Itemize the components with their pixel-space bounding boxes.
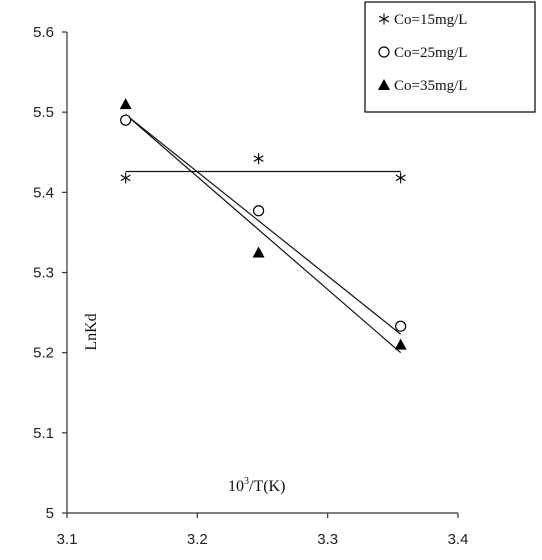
legend-marker-2 bbox=[378, 46, 390, 58]
y-tick-label: 5.5 bbox=[33, 104, 54, 121]
data-point-series-1 bbox=[253, 153, 264, 165]
x-tick-label: 3.3 bbox=[317, 531, 338, 548]
y-tick-label: 5.6 bbox=[33, 24, 54, 41]
legend-label: Co=25mg/L bbox=[394, 45, 467, 61]
data-point-series-2 bbox=[120, 114, 132, 126]
y-tick-label: 5.1 bbox=[33, 425, 54, 442]
legend: Co=15mg/L Co=25mg/L Co=35mg/L bbox=[364, 1, 536, 113]
data-point-series-3 bbox=[119, 98, 132, 110]
legend-label: Co=35mg/L bbox=[394, 78, 467, 94]
x-tick-label: 3.2 bbox=[187, 531, 208, 548]
y-tick-label: 5 bbox=[46, 505, 54, 522]
data-point-series-3 bbox=[252, 246, 265, 258]
legend-label: Co=15mg/L bbox=[394, 12, 467, 28]
fit-line-series-2 bbox=[125, 114, 402, 335]
legend-marker-1 bbox=[378, 13, 390, 25]
data-point-series-2 bbox=[252, 205, 265, 217]
data-point-series-3 bbox=[394, 338, 407, 350]
x-axis-label: 103/T(K) bbox=[228, 476, 285, 495]
y-tick-label: 5.3 bbox=[33, 265, 54, 282]
fit-line-series-3 bbox=[125, 114, 402, 354]
y-axis-label: LnKd bbox=[83, 313, 100, 350]
x-tick-label: 3.4 bbox=[448, 531, 469, 548]
data-point-series-1 bbox=[120, 172, 131, 184]
y-tick-label: 5.4 bbox=[33, 184, 54, 201]
x-tick-label: 3.1 bbox=[57, 531, 78, 548]
y-tick-label: 5.2 bbox=[33, 345, 54, 362]
data-point-series-2 bbox=[395, 320, 407, 332]
data-point-series-1 bbox=[395, 172, 406, 184]
legend-box bbox=[364, 1, 536, 113]
legend-marker-3 bbox=[378, 79, 390, 90]
